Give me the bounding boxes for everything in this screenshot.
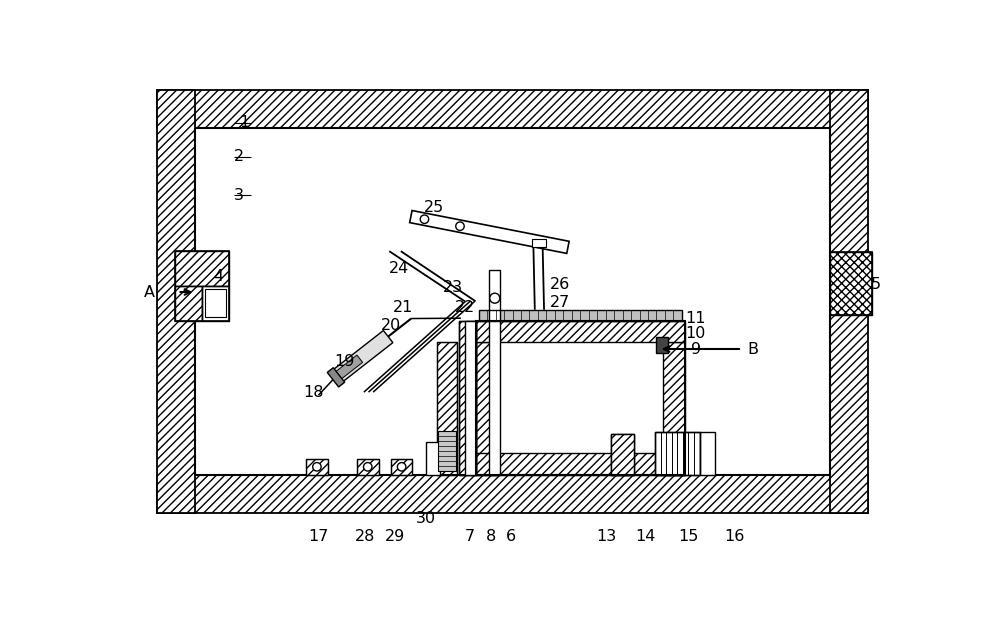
Text: 9: 9 (691, 341, 701, 356)
Text: 10: 10 (686, 326, 706, 341)
Bar (700, 432, 715, 474)
Polygon shape (410, 210, 569, 253)
Text: 1: 1 (239, 115, 250, 130)
Bar (476, 453, 685, 474)
Bar (437, 342, 457, 474)
Bar (830, 252, 872, 315)
Text: 14: 14 (635, 529, 655, 544)
Text: 2: 2 (234, 149, 244, 164)
Circle shape (364, 462, 372, 471)
Bar (157, 89, 868, 128)
Bar (426, 442, 440, 474)
Circle shape (313, 462, 321, 471)
Bar (663, 342, 685, 474)
Text: 29: 29 (385, 529, 406, 544)
Text: 3: 3 (234, 187, 244, 203)
Text: 21: 21 (393, 300, 413, 315)
Bar (157, 89, 195, 513)
Bar (438, 431, 456, 470)
Bar (479, 310, 682, 321)
Text: 28: 28 (354, 529, 375, 544)
Bar (656, 338, 668, 353)
Bar (391, 459, 412, 474)
Text: A: A (144, 285, 155, 300)
Text: 17: 17 (308, 529, 329, 544)
Bar (830, 252, 872, 315)
Bar (438, 431, 456, 470)
Bar (175, 251, 229, 286)
Bar (306, 459, 328, 474)
Bar (611, 434, 634, 474)
Bar (459, 321, 476, 474)
Bar (830, 89, 868, 513)
Bar (611, 434, 634, 474)
Bar (476, 321, 685, 474)
Circle shape (456, 222, 464, 230)
Text: 26: 26 (550, 277, 570, 292)
Text: 16: 16 (724, 529, 744, 544)
Bar (459, 321, 476, 474)
Bar (476, 342, 497, 474)
Text: 18: 18 (304, 384, 324, 399)
Text: 6: 6 (506, 529, 516, 544)
Bar (391, 459, 412, 474)
Bar (157, 474, 868, 513)
Text: 5: 5 (871, 277, 881, 292)
Text: 15: 15 (678, 529, 698, 544)
Text: 13: 13 (596, 529, 617, 544)
Bar (205, 289, 226, 318)
Bar (611, 434, 634, 474)
Bar (202, 286, 229, 321)
Bar (175, 286, 202, 321)
Bar (655, 432, 700, 474)
Text: 27: 27 (550, 295, 570, 310)
Bar (195, 128, 830, 474)
Text: 30: 30 (416, 511, 436, 526)
Text: 11: 11 (686, 311, 706, 326)
Bar (489, 270, 500, 474)
Bar (479, 310, 682, 321)
Bar (655, 432, 700, 474)
Text: 24: 24 (388, 261, 409, 276)
Text: 19: 19 (334, 354, 355, 369)
Bar (175, 251, 229, 321)
Circle shape (490, 293, 500, 303)
Text: 8: 8 (486, 529, 496, 544)
Bar (476, 321, 685, 342)
Text: 22: 22 (455, 300, 475, 315)
Bar (497, 342, 663, 453)
Text: 25: 25 (424, 200, 444, 215)
Polygon shape (327, 368, 345, 387)
Text: B: B (747, 341, 758, 356)
Bar (532, 239, 546, 246)
Circle shape (397, 462, 406, 471)
Text: 7: 7 (465, 529, 475, 544)
Polygon shape (332, 331, 393, 383)
Circle shape (420, 215, 429, 223)
Bar (357, 459, 379, 474)
Text: 23: 23 (442, 280, 463, 295)
Text: 20: 20 (381, 318, 401, 333)
Bar (465, 321, 476, 474)
Bar (357, 459, 379, 474)
Text: 4: 4 (213, 269, 223, 284)
Bar (306, 459, 328, 474)
Polygon shape (334, 355, 363, 381)
Bar (437, 342, 457, 474)
